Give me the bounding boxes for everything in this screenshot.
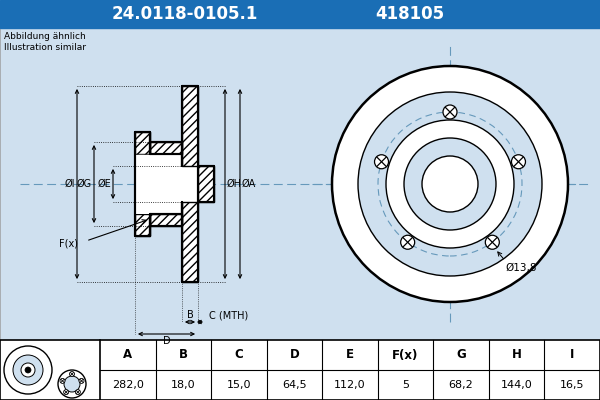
- Bar: [198, 166, 214, 202]
- Text: G: G: [456, 348, 466, 362]
- Text: 16,5: 16,5: [560, 380, 584, 390]
- Circle shape: [511, 155, 526, 169]
- Circle shape: [358, 92, 542, 276]
- Text: ØE: ØE: [97, 179, 111, 189]
- Text: B: B: [179, 348, 188, 362]
- Text: A: A: [123, 348, 133, 362]
- Circle shape: [386, 120, 514, 248]
- Text: D: D: [163, 336, 170, 346]
- Circle shape: [13, 355, 43, 385]
- Circle shape: [404, 138, 496, 230]
- Text: 112,0: 112,0: [334, 380, 366, 390]
- Text: B: B: [187, 310, 193, 320]
- Text: C (MTH): C (MTH): [209, 310, 248, 320]
- Text: ØG: ØG: [77, 179, 92, 189]
- Bar: [198, 166, 214, 202]
- Text: 24.0118-0105.1: 24.0118-0105.1: [112, 5, 258, 23]
- Bar: [150, 154, 182, 214]
- Text: 18,0: 18,0: [171, 380, 196, 390]
- Bar: [150, 142, 182, 154]
- Bar: [135, 132, 150, 154]
- Bar: [160, 144, 196, 224]
- Bar: [150, 142, 182, 154]
- Bar: [0, 0, 600, 28]
- Text: Ø13,8: Ø13,8: [505, 263, 537, 273]
- Circle shape: [374, 155, 389, 169]
- Text: E: E: [346, 348, 354, 362]
- Circle shape: [25, 367, 31, 373]
- Circle shape: [332, 66, 568, 302]
- Bar: [182, 86, 198, 282]
- Bar: [0, 340, 600, 400]
- Bar: [135, 214, 150, 236]
- Text: 282,0: 282,0: [112, 380, 144, 390]
- Bar: [0, 28, 600, 340]
- Bar: [150, 154, 182, 214]
- Circle shape: [64, 390, 68, 394]
- Circle shape: [4, 346, 52, 394]
- Circle shape: [443, 105, 457, 119]
- Bar: [182, 202, 198, 282]
- Text: Abbildung ähnlich: Abbildung ähnlich: [4, 32, 86, 41]
- Bar: [182, 86, 198, 166]
- Circle shape: [422, 156, 478, 212]
- Circle shape: [60, 378, 65, 384]
- Circle shape: [64, 376, 80, 392]
- Bar: [150, 214, 182, 226]
- Text: ØA: ØA: [242, 179, 256, 189]
- Text: 68,2: 68,2: [449, 380, 473, 390]
- Circle shape: [58, 370, 86, 398]
- Circle shape: [79, 378, 84, 384]
- Bar: [135, 154, 150, 214]
- Text: D: D: [290, 348, 299, 362]
- Text: F(x): F(x): [59, 239, 77, 249]
- Bar: [150, 214, 182, 226]
- Text: H: H: [512, 348, 521, 362]
- Circle shape: [70, 372, 74, 376]
- Text: Illustration similar: Illustration similar: [4, 43, 86, 52]
- Bar: [182, 202, 198, 282]
- Text: Ate: Ate: [343, 166, 437, 214]
- Text: C: C: [235, 348, 243, 362]
- Circle shape: [485, 235, 499, 249]
- Text: F(x): F(x): [392, 348, 419, 362]
- Text: 5: 5: [402, 380, 409, 390]
- Circle shape: [21, 363, 35, 377]
- Text: 15,0: 15,0: [227, 380, 251, 390]
- Text: 64,5: 64,5: [282, 380, 307, 390]
- Text: 144,0: 144,0: [501, 380, 533, 390]
- Text: 418105: 418105: [376, 5, 445, 23]
- Text: ØI: ØI: [65, 179, 75, 189]
- Circle shape: [76, 390, 80, 394]
- Bar: [182, 86, 198, 166]
- Bar: [135, 214, 150, 236]
- Text: I: I: [570, 348, 574, 362]
- Text: ØH: ØH: [227, 179, 242, 189]
- Bar: [135, 132, 150, 154]
- Circle shape: [401, 235, 415, 249]
